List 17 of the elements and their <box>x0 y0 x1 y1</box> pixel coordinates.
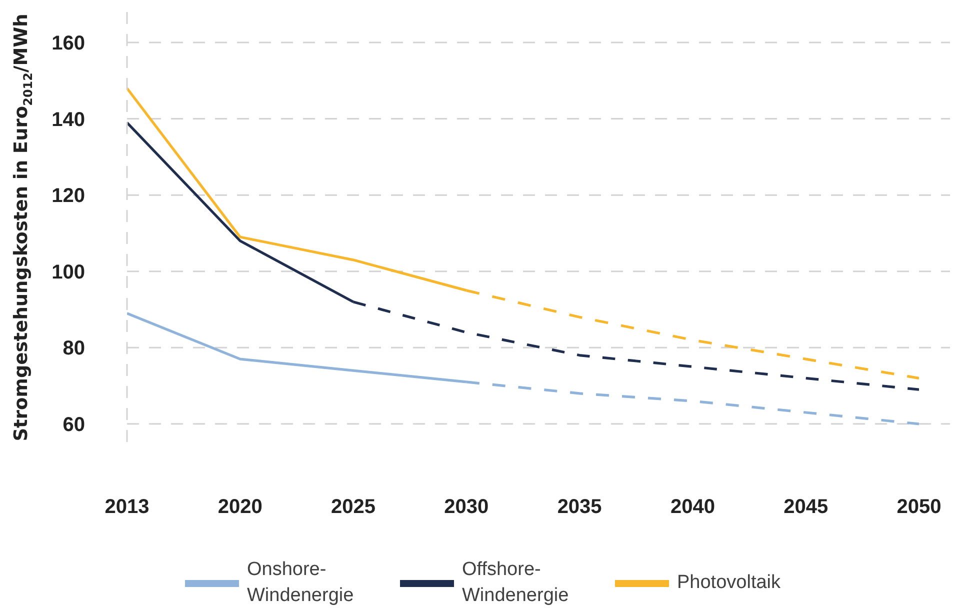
y-tick-label: 100 <box>52 261 85 284</box>
x-tick-label: 2020 <box>218 496 262 518</box>
x-tick-label: 2045 <box>784 496 828 518</box>
y-tick-label: 140 <box>52 108 85 131</box>
x-tick-label: 2030 <box>444 496 489 518</box>
y-tick-label: 160 <box>52 32 85 55</box>
x-tick-label: 2040 <box>670 496 715 518</box>
legend-label: Photovoltaik <box>677 571 782 595</box>
x-tick-label: 2025 <box>331 496 376 518</box>
legend-label: Onshore-Windenergie <box>247 558 355 608</box>
y-tick-label: 80 <box>62 338 85 360</box>
y-tick-label: 120 <box>52 185 85 208</box>
x-tick-label: 2013 <box>104 496 150 518</box>
x-tick-label: 2035 <box>557 496 602 518</box>
x-tick-label: 2050 <box>896 496 942 518</box>
y-tick-label: 60 <box>62 414 85 436</box>
legend-label: Offshore-Windenergie <box>462 558 570 608</box>
